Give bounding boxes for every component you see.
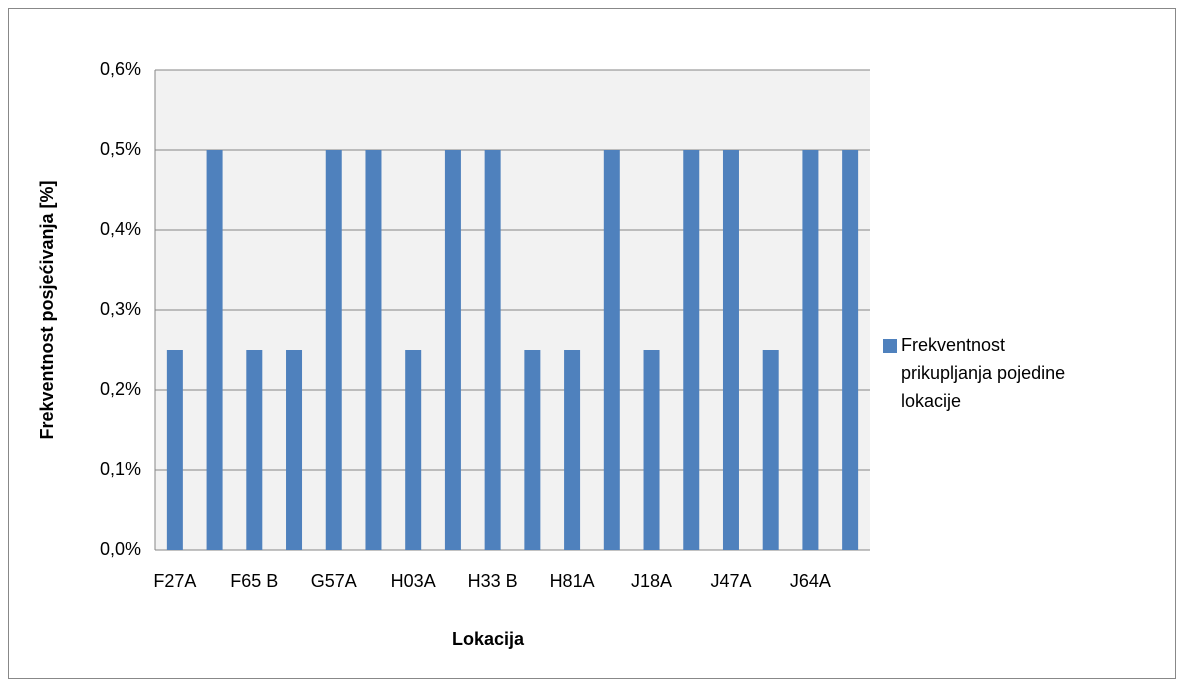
bar xyxy=(683,150,700,550)
x-tick-label: F65 B xyxy=(230,571,278,591)
y-tick-label: 0,5% xyxy=(100,139,141,159)
y-tick-label: 0,6% xyxy=(100,59,141,79)
x-tick-label: J47A xyxy=(710,571,751,591)
bar xyxy=(484,150,501,550)
legend-label: Frekventnost prikupljanja pojedine lokac… xyxy=(901,335,1066,411)
bar xyxy=(206,150,223,550)
bar xyxy=(603,150,620,550)
x-tick-label: F27A xyxy=(153,571,196,591)
bar xyxy=(286,350,303,550)
y-tick-label: 0,0% xyxy=(100,539,141,559)
bar xyxy=(166,350,183,550)
bar xyxy=(762,350,779,550)
bar xyxy=(405,350,422,550)
y-tick-label: 0,4% xyxy=(100,219,141,239)
y-tick-label: 0,2% xyxy=(100,379,141,399)
x-tick-label: J18A xyxy=(631,571,672,591)
bar xyxy=(802,150,819,550)
bar xyxy=(643,350,660,550)
x-tick-label: H81A xyxy=(550,571,595,591)
y-axis-title: Frekventnost posjećivanja [%] xyxy=(37,180,57,439)
bar xyxy=(444,150,461,550)
x-tick-label: H03A xyxy=(391,571,436,591)
legend-swatch xyxy=(883,339,897,353)
bar xyxy=(365,150,382,550)
x-tick-label: G57A xyxy=(311,571,357,591)
legend: Frekventnost prikupljanja pojedine lokac… xyxy=(883,331,1183,415)
y-tick-label: 0,1% xyxy=(100,459,141,479)
bar xyxy=(325,150,342,550)
x-tick-label: H33 B xyxy=(468,571,518,591)
bar xyxy=(564,350,581,550)
bar xyxy=(246,350,263,550)
x-tick-label: J64A xyxy=(790,571,831,591)
x-axis-title: Lokacija xyxy=(452,629,525,649)
y-tick-label: 0,3% xyxy=(100,299,141,319)
bar xyxy=(842,150,859,550)
bar xyxy=(524,350,541,550)
bar xyxy=(722,150,739,550)
